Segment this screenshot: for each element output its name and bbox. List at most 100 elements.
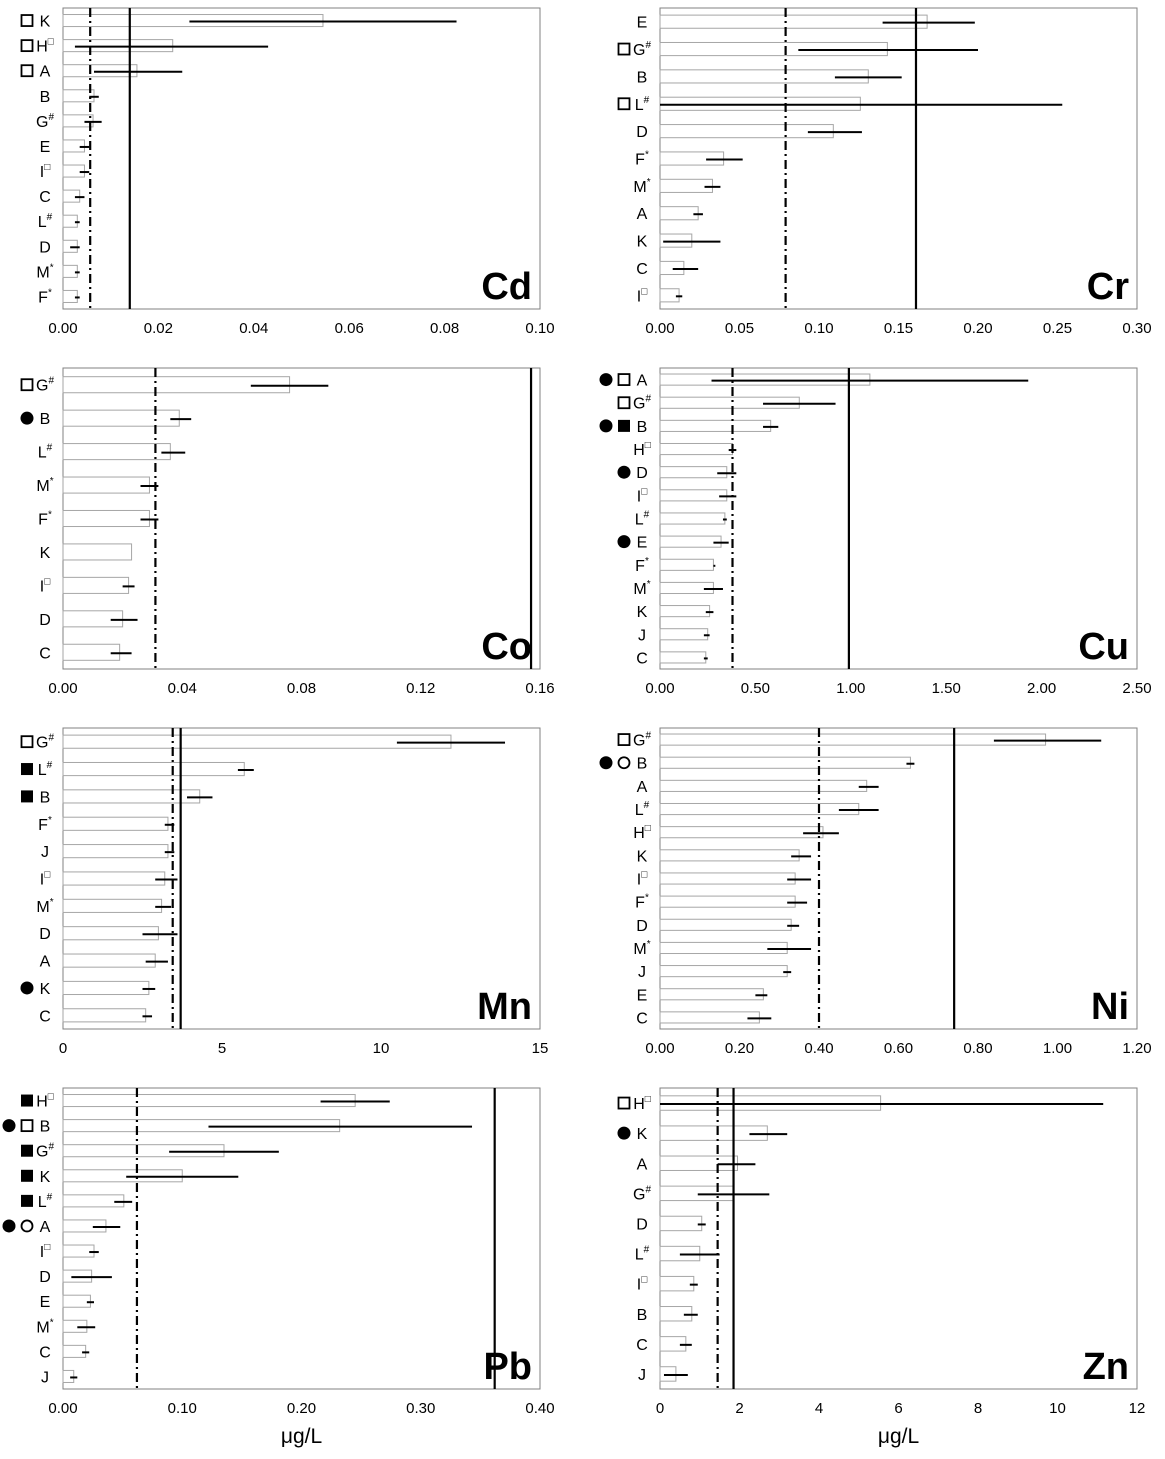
category-letter: D bbox=[39, 926, 51, 943]
category-letter: L bbox=[635, 512, 644, 529]
category-label: F* bbox=[38, 510, 52, 529]
category-superscript: # bbox=[645, 40, 651, 51]
category-label: K bbox=[40, 14, 51, 31]
category-letter: L bbox=[38, 762, 47, 779]
filled-circle-marker bbox=[2, 1119, 16, 1133]
category-letter: C bbox=[39, 1344, 51, 1361]
category-letter: A bbox=[637, 206, 648, 223]
category-label: E bbox=[40, 1294, 51, 1311]
x-tick-label: 0.40 bbox=[804, 1040, 833, 1057]
bar-b bbox=[62, 789, 201, 804]
category-letter: C bbox=[636, 1010, 648, 1027]
bar-f bbox=[62, 816, 169, 831]
category-letter: A bbox=[637, 779, 648, 796]
bar-m bbox=[62, 476, 150, 494]
category-letter: C bbox=[39, 1008, 51, 1025]
x-tick-label: 0.20 bbox=[963, 320, 992, 337]
category-superscript: # bbox=[47, 760, 53, 771]
category-letter: K bbox=[40, 14, 51, 31]
x-tick-label: 1.00 bbox=[836, 680, 865, 697]
category-label: J bbox=[638, 627, 646, 644]
category-label: A bbox=[637, 373, 648, 390]
category-label: K bbox=[637, 234, 648, 251]
category-label: K bbox=[40, 981, 51, 998]
plot-frame bbox=[62, 7, 541, 310]
category-letter: H bbox=[36, 1094, 48, 1111]
category-letter: K bbox=[637, 848, 648, 865]
category-label: E bbox=[637, 15, 648, 32]
category-superscript: □ bbox=[641, 870, 647, 881]
bar-d bbox=[62, 926, 159, 941]
category-label: C bbox=[39, 645, 51, 662]
category-superscript: # bbox=[645, 1184, 651, 1195]
bar-h bbox=[659, 826, 824, 839]
category-letter: F bbox=[38, 512, 48, 529]
category-letter: M bbox=[36, 264, 49, 281]
bar-f bbox=[62, 289, 78, 303]
category-letter: J bbox=[41, 844, 49, 861]
bar-k bbox=[659, 605, 711, 618]
x-tick-label: 0.10 bbox=[804, 320, 833, 337]
category-superscript: # bbox=[644, 510, 650, 521]
category-superscript: * bbox=[645, 556, 649, 567]
bar-k bbox=[62, 543, 133, 561]
category-label: K bbox=[637, 1126, 648, 1143]
category-label: A bbox=[40, 1219, 51, 1236]
x-tick-label: 0.08 bbox=[430, 320, 459, 337]
x-tick-label: 2.50 bbox=[1122, 680, 1151, 697]
bar-a bbox=[659, 779, 868, 792]
bar-h bbox=[659, 442, 734, 456]
category-label: G# bbox=[36, 733, 54, 752]
category-label: L# bbox=[635, 510, 650, 529]
x-tick-label: 1.00 bbox=[1043, 1040, 1072, 1057]
category-letter: G bbox=[633, 733, 645, 750]
category-label: I□ bbox=[637, 286, 648, 305]
panel-title: Cd bbox=[481, 266, 532, 308]
category-label: K bbox=[637, 604, 648, 621]
category-letter: H bbox=[633, 1096, 645, 1113]
category-letter: H bbox=[633, 825, 645, 842]
x-tick-label: 10 bbox=[373, 1040, 390, 1057]
x-tick-label: 0.00 bbox=[645, 320, 674, 337]
category-letter: M bbox=[36, 1319, 49, 1336]
category-letter: I bbox=[637, 1277, 641, 1294]
category-label: C bbox=[636, 650, 648, 667]
x-tick-label: 0.10 bbox=[525, 320, 554, 337]
category-letter: J bbox=[41, 1369, 49, 1386]
bar-l bbox=[659, 802, 860, 816]
category-letter: F bbox=[38, 817, 48, 834]
bar-d bbox=[659, 124, 834, 139]
filled-square-marker bbox=[21, 1194, 33, 1207]
bar-d bbox=[659, 918, 792, 931]
category-letter: D bbox=[39, 612, 51, 629]
category-label: G# bbox=[633, 1184, 651, 1203]
bar-c bbox=[62, 1008, 147, 1023]
category-superscript: * bbox=[647, 177, 651, 188]
category-label: A bbox=[40, 64, 51, 81]
x-tick-label: 5 bbox=[218, 1040, 226, 1057]
filled-square-marker bbox=[21, 1169, 33, 1182]
category-superscript: □ bbox=[641, 486, 647, 497]
category-label: F* bbox=[635, 556, 649, 575]
category-superscript: * bbox=[48, 510, 52, 521]
bar-l bbox=[62, 761, 245, 777]
category-label: D bbox=[39, 1269, 51, 1286]
category-label: I□ bbox=[40, 162, 51, 181]
category-label: M* bbox=[36, 897, 53, 916]
bar-f bbox=[659, 558, 714, 571]
x-tick-label: 0.25 bbox=[1043, 320, 1072, 337]
x-tick-label: 0.15 bbox=[884, 320, 913, 337]
x-tick-label: 2 bbox=[735, 1400, 743, 1417]
category-label: L# bbox=[38, 443, 53, 462]
category-label: F* bbox=[635, 893, 649, 912]
category-label: B bbox=[637, 419, 648, 436]
category-superscript: * bbox=[48, 815, 52, 826]
category-letter: E bbox=[637, 535, 648, 552]
x-tick-label: 1.50 bbox=[932, 680, 961, 697]
open-square-marker bbox=[617, 1096, 631, 1110]
bar-i bbox=[62, 871, 166, 886]
x-tick-label: 0.00 bbox=[645, 1040, 674, 1057]
category-letter: E bbox=[637, 15, 648, 32]
